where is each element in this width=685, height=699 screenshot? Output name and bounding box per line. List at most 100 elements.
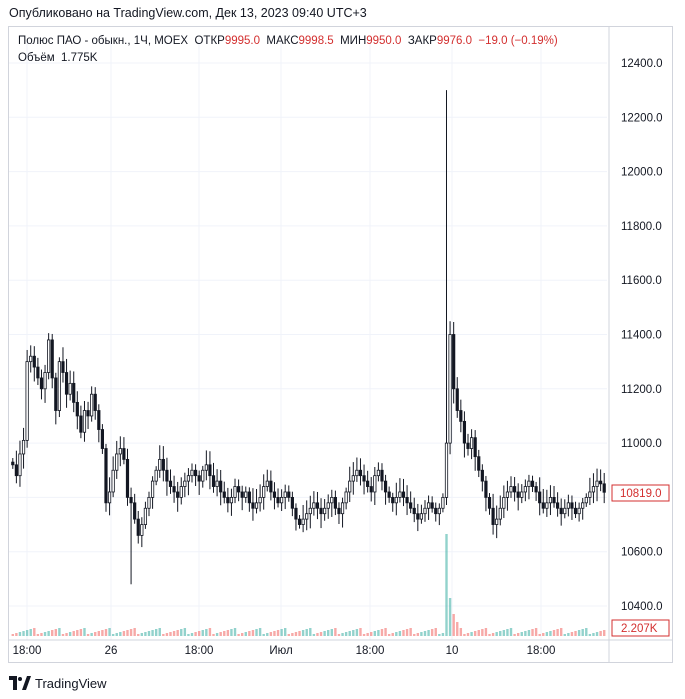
volume-bar [101,630,104,636]
candle-body [430,502,434,509]
volume-bar [165,633,169,636]
price-tick-label: 10600.0 [621,547,663,559]
volume-bar [65,633,68,636]
candle-body [118,448,122,455]
candle-body [330,496,334,504]
volume-bar [187,634,190,636]
candle-body [14,464,18,477]
volume-bar [215,633,219,636]
candle-body [469,437,474,449]
volume-bar [513,634,516,636]
candle-body [534,486,538,493]
candle-body [215,480,219,487]
candle-body [473,437,477,458]
volume-bar [359,628,362,636]
volume-bar [115,633,118,636]
volume-bar [484,628,488,636]
volume-bar [373,631,377,636]
candle-body [161,458,165,471]
price-tick-label: 11000.0 [621,438,662,450]
volume-bar [473,631,477,636]
candle-body [538,491,542,504]
candle-body [502,496,506,509]
volume-bar [223,631,226,636]
time-tick-label: 10 [446,645,459,657]
volume-bar [22,631,25,636]
candle-body [369,486,373,493]
volume-bar [29,629,32,636]
volume-bar [509,628,513,636]
candle-body [72,382,76,403]
candle-body [50,339,54,379]
candle-body [484,480,488,498]
volume-bars [11,534,606,636]
volume-bar [438,634,441,636]
volume-bar [599,631,602,636]
candle-body [90,393,94,417]
volume-bar [298,631,301,636]
volume-bar [244,632,247,636]
candle-body [527,480,531,487]
volume-bar [97,631,101,636]
candle-body [337,507,341,515]
candle-body [154,469,158,482]
volume-bar [348,631,351,636]
volume-bar [201,630,204,636]
candle-body [100,429,105,449]
candle-body [75,401,79,417]
candle-body [509,486,513,493]
candle-body [104,448,108,504]
open-value: 9995.0 [224,35,260,47]
footer-brand[interactable]: TradingView [9,673,107,693]
candle-body [147,496,151,509]
volume-bar [370,632,373,636]
candle-body [32,355,36,368]
candle-body [441,496,445,509]
candle-body [204,464,208,471]
candle-body [29,355,33,363]
volume-bar [413,634,416,636]
volume-bar [427,630,430,636]
volume-bar [140,633,144,636]
volume-bar [420,632,423,636]
candle-body [595,480,599,487]
candle-body [186,475,191,482]
volume-bar [133,628,136,636]
close-value: 9976.0 [436,35,473,47]
candle-body [86,410,90,417]
close-label: ЗАКР [407,35,437,47]
candle-body [183,480,187,487]
candle-body [179,486,183,498]
volume-bar [294,632,298,636]
candle-body [577,507,581,515]
candle-body [133,502,137,520]
volume-bar [162,634,165,636]
volume-bar [129,629,133,636]
candle-body [548,496,553,504]
price-axis: 12400.0 12200.0 12000.0 11800.0 11600.0 11400… [621,58,663,613]
time-axis: 18:00 26 18:00 Июл 18:00 10 18:00 [13,645,556,657]
volume-bar [466,633,470,636]
candle-body [247,491,251,504]
volume-bar [585,628,588,636]
volume-bar [61,634,65,636]
volume-bar [169,632,172,636]
candle-body [79,415,83,433]
candle-body [516,491,520,498]
candle-body [409,502,413,509]
candle-body [287,491,291,498]
volume-bar [40,633,43,636]
candle-body [21,439,26,455]
candle-body [552,496,556,504]
candle-body [405,496,409,504]
volume-bar [416,633,420,636]
price-tick-label: 11800.0 [621,221,662,233]
candle-body [599,480,603,485]
candle-body [305,513,309,520]
volume-bar [552,630,556,636]
volume-bar [255,629,258,636]
candle-body [39,377,44,390]
candle-body [556,502,560,509]
volume-bar [542,633,545,636]
